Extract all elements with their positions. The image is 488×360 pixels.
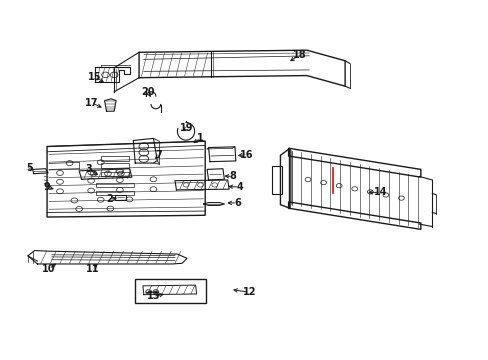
Bar	[101, 172, 129, 176]
Text: 2: 2	[106, 194, 113, 204]
Text: 17: 17	[85, 98, 99, 108]
Text: 14: 14	[373, 187, 386, 197]
Text: 11: 11	[86, 264, 99, 274]
Text: 5: 5	[26, 163, 33, 173]
Text: 9: 9	[43, 182, 50, 192]
Text: 4: 4	[236, 182, 243, 192]
Text: 12: 12	[242, 287, 256, 297]
Text: 1: 1	[197, 133, 203, 143]
Bar	[96, 190, 134, 195]
Text: 10: 10	[42, 264, 56, 274]
Bar	[272, 166, 281, 194]
Text: 16: 16	[240, 150, 253, 159]
Text: 3: 3	[85, 165, 92, 174]
Text: 7: 7	[156, 150, 162, 160]
Text: 20: 20	[141, 87, 154, 97]
Bar	[96, 183, 134, 187]
Text: 15: 15	[88, 72, 102, 82]
Text: 19: 19	[180, 123, 193, 133]
Text: 6: 6	[233, 198, 240, 208]
Bar	[135, 279, 206, 303]
Bar	[115, 195, 125, 200]
Text: 13: 13	[146, 292, 160, 301]
Text: 8: 8	[229, 171, 236, 181]
Bar	[101, 163, 129, 168]
Text: 18: 18	[292, 50, 306, 60]
Bar	[101, 156, 129, 161]
